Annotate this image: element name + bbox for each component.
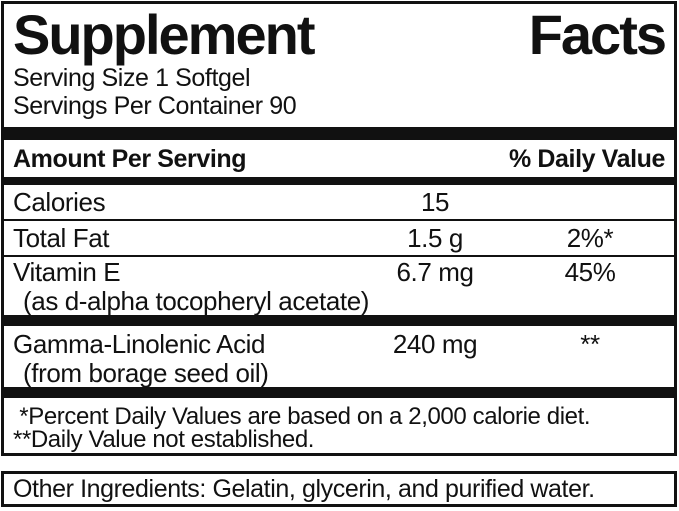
title-word-supplement: Supplement	[13, 3, 315, 66]
panel-title: Supplement Facts	[4, 6, 674, 64]
footnote-daily-value-not-established: **Daily Value not established.	[13, 426, 315, 453]
nutrient-daily-value: 45%	[564, 257, 616, 287]
divider-thin-1	[4, 219, 674, 221]
title-word-facts: Facts	[528, 3, 667, 66]
table-row-gamma-linolenic-acid: Gamma-Linolenic Acid 240 mg **	[4, 329, 674, 360]
nutrient-amount: 1.5 g	[407, 223, 463, 253]
column-header-row: Amount Per Serving % Daily Value	[4, 140, 674, 177]
footnotes: *Percent Daily Values are based on a 2,0…	[4, 398, 674, 453]
serving-size-line: Serving Size 1 Softgel	[13, 64, 251, 92]
divider-thick-mid-1	[4, 315, 674, 326]
nutrient-name: Vitamin E	[13, 257, 121, 287]
divider-medium-under-header	[4, 177, 674, 185]
servings-per-container-line: Servings Per Container 90	[13, 92, 297, 120]
nutrient-amount: 240 mg	[392, 329, 478, 359]
nutrient-amount: 6.7 mg	[396, 257, 474, 287]
table-row-calories: Calories 15	[4, 185, 674, 219]
nutrient-name: Total Fat	[13, 223, 110, 253]
nutrient-daily-value: **	[580, 329, 600, 359]
table-row-total-fat: Total Fat 1.5 g 2%*	[4, 221, 674, 255]
nutrient-name: Calories	[13, 187, 106, 217]
nutrient-name: Gamma-Linolenic Acid	[13, 329, 266, 359]
nutrient-daily-value	[515, 185, 665, 219]
divider-thin-2	[4, 255, 674, 257]
nutrient-daily-value: 2%*	[566, 223, 614, 253]
nutrient-amount: 15	[420, 187, 450, 217]
divider-thick-mid-2	[4, 387, 674, 398]
other-ingredients-text: Other Ingredients: Gelatin, glycerin, an…	[13, 475, 595, 503]
amount-per-serving-header: Amount Per Serving	[13, 145, 247, 173]
nutrient-source-note: (from borage seed oil)	[23, 358, 269, 388]
supplement-facts-panel: Supplement Facts Serving Size 1 Softgel …	[1, 1, 677, 456]
footnote-percent-daily-values: *Percent Daily Values are based on a 2,0…	[13, 403, 591, 430]
divider-thick-top	[4, 127, 674, 140]
percent-daily-value-header: % Daily Value	[509, 145, 665, 173]
table-row-vitamin-e: Vitamin E 6.7 mg 45%	[4, 257, 674, 288]
other-ingredients-panel: Other Ingredients: Gelatin, glycerin, an…	[1, 471, 677, 507]
nutrient-source-note: (as d-alpha tocopheryl acetate)	[23, 286, 370, 316]
